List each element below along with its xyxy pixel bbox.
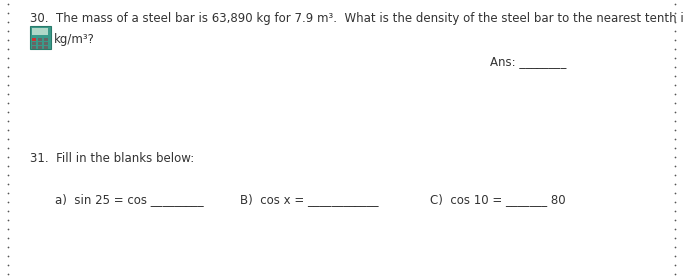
Text: C)  cos 10 = _______ 80: C) cos 10 = _______ 80 [430, 194, 566, 206]
Text: Ans: ________: Ans: ________ [490, 56, 566, 69]
Bar [38, 46, 42, 49]
Text: 31.  Fill in the blanks below:: 31. Fill in the blanks below: [30, 152, 194, 165]
Text: a)  sin 25 = cos _________: a) sin 25 = cos _________ [55, 194, 204, 206]
Text: 30.  The mass of a steel bar is 63,890 kg for 7.9 m³.  What is the density of th: 30. The mass of a steel bar is 63,890 kg… [30, 12, 683, 25]
Bar [38, 38, 42, 41]
FancyBboxPatch shape [31, 28, 48, 35]
Text: kg/m³?: kg/m³? [54, 32, 95, 45]
Bar [44, 46, 48, 49]
Bar [38, 42, 42, 45]
Bar [32, 38, 36, 41]
Text: B)  cos x = ____________: B) cos x = ____________ [240, 194, 378, 206]
Bar [32, 42, 36, 45]
Bar [44, 38, 48, 41]
Bar [32, 46, 36, 49]
FancyBboxPatch shape [29, 25, 51, 49]
Bar [44, 42, 48, 45]
